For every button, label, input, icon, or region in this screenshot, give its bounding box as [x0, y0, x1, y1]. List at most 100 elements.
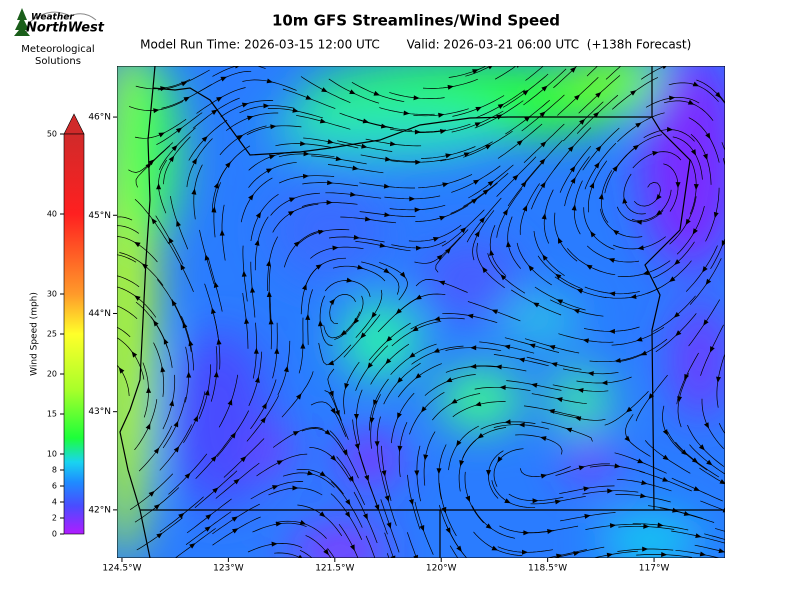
stream-arrow: [436, 468, 442, 475]
stream-arrow: [463, 152, 471, 158]
stream-arrow: [709, 346, 715, 353]
stream-arrow: [219, 229, 225, 236]
stream-arrow: [302, 283, 307, 291]
colorbar-tick-label: 15: [47, 410, 57, 419]
stream-arrow: [522, 549, 528, 555]
stream-arrow: [532, 498, 539, 504]
stream-arrow: [349, 544, 355, 551]
stream-arrow: [349, 89, 356, 95]
stream-arrow: [500, 274, 507, 281]
stream-arrow: [486, 470, 492, 477]
stream-arrow: [350, 191, 357, 197]
stream-arrow: [231, 516, 239, 522]
stream-arrow: [305, 94, 312, 100]
stream-arrow: [595, 145, 602, 152]
stream-arrow: [532, 302, 540, 308]
x-tick-label: 120°W: [426, 564, 457, 574]
streamline: [299, 549, 313, 558]
stream-arrow: [361, 143, 368, 149]
streamline: [700, 500, 725, 511]
stream-arrow: [504, 498, 511, 504]
stream-arrow: [475, 106, 482, 112]
stream-arrow: [661, 66, 669, 70]
streamline: [386, 553, 390, 558]
stream-arrow: [504, 419, 511, 425]
stream-arrow: [607, 488, 614, 494]
stream-arrow: [655, 193, 662, 201]
stream-arrow: [721, 240, 725, 247]
streamline: [586, 66, 599, 77]
stream-arrow: [612, 229, 620, 236]
stream-arrow: [255, 211, 262, 219]
stream-arrow: [324, 429, 331, 436]
stream-arrow: [300, 342, 306, 349]
stream-arrow: [292, 431, 300, 436]
stream-arrow: [321, 87, 328, 93]
stream-arrow: [300, 141, 307, 147]
stream-arrow: [690, 149, 697, 156]
stream-arrow: [299, 520, 307, 525]
logo-top: Weather: [31, 13, 74, 23]
stream-arrow: [433, 347, 440, 353]
stream-arrow: [319, 471, 327, 477]
streamline: [449, 545, 459, 558]
streamline: [605, 66, 622, 80]
stream-arrow: [485, 523, 493, 529]
stream-arrow: [512, 174, 519, 181]
stream-arrow: [570, 177, 576, 184]
stream-arrow: [487, 66, 494, 70]
stream-arrow: [738, 139, 745, 146]
stream-arrow: [543, 66, 550, 67]
stream-arrow: [305, 313, 311, 320]
stream-arrow: [389, 141, 397, 147]
stream-arrow: [554, 499, 562, 505]
stream-arrow: [146, 386, 152, 393]
stream-arrow: [414, 470, 420, 477]
stream-arrow: [598, 193, 604, 200]
stream-arrow: [230, 432, 236, 439]
stream-arrow: [713, 211, 719, 219]
stream-arrow: [558, 237, 563, 244]
stream-arrow: [445, 527, 451, 534]
stream-arrow: [342, 449, 348, 456]
streamline: [480, 560, 533, 574]
stream-arrow: [433, 316, 441, 322]
stream-arrow: [392, 576, 398, 583]
stream-arrow: [624, 435, 631, 442]
stream-arrow: [354, 443, 360, 450]
stream-arrow: [360, 332, 367, 339]
stream-arrow: [641, 480, 648, 485]
stream-arrow: [555, 273, 562, 280]
stream-arrow: [373, 90, 381, 96]
stream-arrow: [384, 212, 391, 218]
streamline: [525, 66, 544, 81]
stream-arrow: [421, 579, 428, 586]
stream-arrow: [595, 91, 602, 98]
stream-arrow: [728, 538, 735, 544]
stream-arrow: [160, 366, 166, 373]
stream-arrow: [699, 551, 707, 557]
stream-arrow: [244, 317, 250, 324]
stream-arrow: [327, 139, 334, 145]
colorbar-label: Wind Speed (mph): [30, 292, 40, 376]
stream-arrow: [390, 555, 396, 558]
stream-arrow: [471, 198, 478, 204]
stream-arrow: [307, 470, 314, 476]
stream-arrow: [344, 511, 351, 518]
stream-arrow: [423, 454, 429, 461]
stream-arrow: [439, 215, 446, 221]
stream-arrow: [383, 183, 391, 189]
stream-arrow: [319, 118, 327, 124]
stream-arrow: [603, 53, 611, 61]
stream-arrow: [637, 245, 644, 251]
colorbar-tick-label: 40: [47, 210, 57, 219]
stream-arrow: [729, 112, 736, 120]
stream-arrow: [640, 493, 647, 499]
colorbar-tick-label: 10: [47, 450, 57, 459]
stream-arrow: [373, 558, 380, 565]
streamline: [274, 552, 302, 558]
stream-arrow: [241, 102, 249, 108]
stream-arrow: [573, 551, 580, 557]
stream-arrow: [516, 140, 523, 146]
stream-arrow: [648, 393, 655, 400]
